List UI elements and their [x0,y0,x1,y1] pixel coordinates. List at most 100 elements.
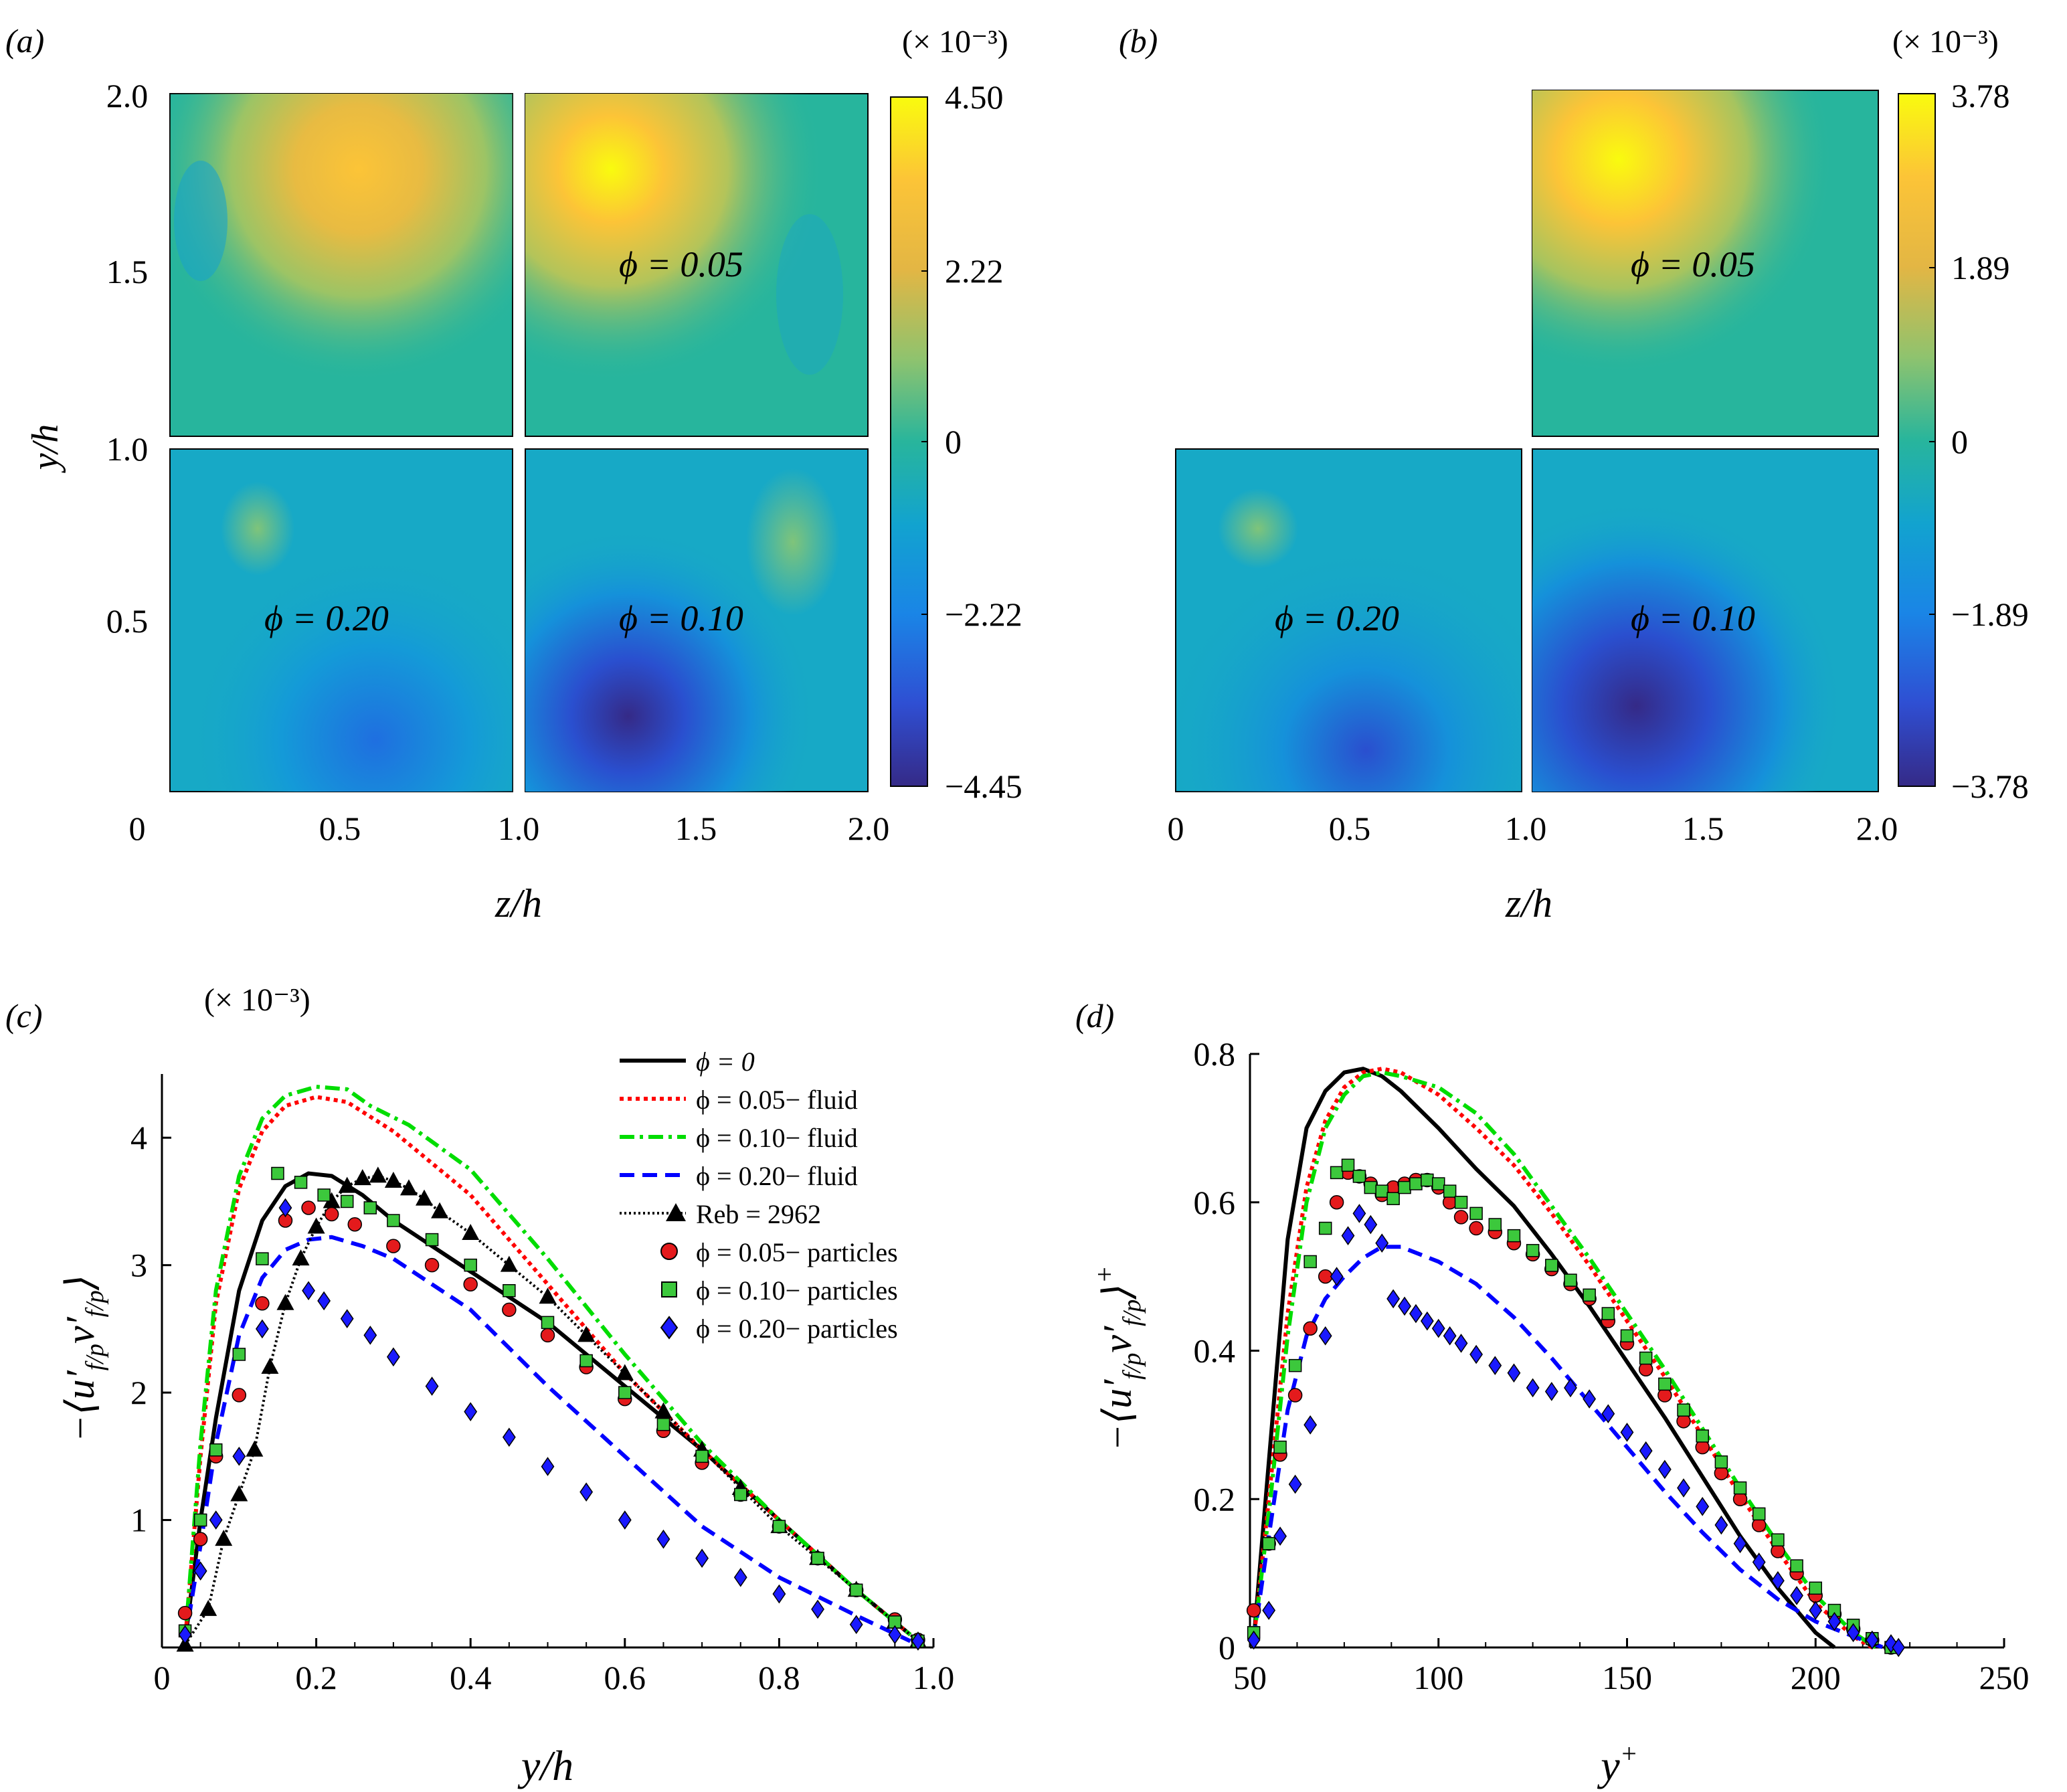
marker-triangle-c [500,1255,518,1272]
ticks-c: 0 0.2 0.4 0.6 0.8 1.0 1 2 3 4 [130,1119,954,1696]
marker-square-d [1620,1329,1634,1343]
marker-diamond-d [1364,1215,1378,1235]
marker-diamond-d [1865,1630,1879,1650]
panel-a-label: (a) [5,22,44,60]
marker-square-d [1752,1507,1766,1521]
marker-square-c [734,1488,747,1502]
marker-triangle-c [215,1530,233,1546]
marker-square-d [1564,1273,1577,1287]
marker-square-c [579,1354,593,1368]
marker-triangle-c [384,1171,402,1188]
marker-square-c [209,1443,223,1457]
marker-diamond-c [209,1510,223,1530]
series-line-d-phi005 [1251,1067,1874,1649]
marker-diamond-d [1431,1318,1445,1338]
marker-square-c [340,1194,354,1208]
marker-square-d [1443,1184,1457,1198]
legend-entry-phi005-particles: ϕ = 0.05− particles [660,1237,898,1267]
axes-d [1249,1054,2004,1649]
marker-square-c [849,1583,863,1597]
marker-diamond-c [888,1625,902,1645]
marker-diamond-c [178,1625,192,1645]
marker-diamond-d [1752,1552,1766,1572]
y-axis-label-c: −⟨u′f/pv′f/p⟩ [58,1275,109,1442]
marker-diamond-d [1892,1637,1906,1657]
legend-entry-phi020-particles: ϕ = 0.20− particles [660,1314,898,1344]
panel-b: (b) (× 10⁻³) ϕ = 0.05 ϕ = 0.20 ϕ = 0.10 … [1119,22,2029,925]
marker-square-d [1809,1581,1822,1595]
marker-circle-c [177,1605,193,1621]
quadrant-label-b-phi005: ϕ = 0.05 [1631,244,1755,284]
marker-diamond-c [278,1198,292,1218]
colorbar-b [1898,93,1936,787]
marker-triangle-c [353,1169,371,1186]
marker-diamond-d [1771,1571,1785,1591]
marker-square-c [618,1386,632,1399]
marker-circle-c [540,1328,555,1343]
marker-diamond-d [1341,1226,1355,1245]
marker-diamond-c [255,1319,269,1339]
marker-square-d [1526,1244,1540,1257]
x-tick-a-1.5: 1.5 [675,810,717,847]
marker-square-c [193,1513,207,1527]
marker-diamond-d [1601,1404,1615,1424]
marker-diamond-c [317,1291,331,1311]
marker-circle-d [1329,1195,1344,1210]
x-tick-b-1.5: 1.5 [1682,810,1724,847]
marker-diamond-d [1288,1474,1302,1494]
legend-entry-phi010-fluid: ϕ = 0.10− fluid [620,1123,858,1153]
y-tick-label-d: 0.4 [1194,1332,1236,1370]
marker-diamond-d [1398,1296,1411,1316]
marker-square-d [1421,1173,1434,1187]
colorbar-b-ticks [1929,93,1935,787]
x-tick-label-c: 1.0 [913,1659,955,1696]
x-tick-a-0: 0 [129,810,146,847]
colorbar-a-tick-max: 4.50 [945,78,1004,116]
marker-diamond-c [425,1376,439,1396]
marker-triangle-c [323,1192,341,1208]
marker-square-d [1364,1180,1378,1194]
marker-diamond-c [464,1402,478,1421]
y-tick-label-c: 3 [130,1247,147,1284]
marker-triangle-c [276,1293,294,1310]
marker-diamond-c [363,1326,377,1345]
marker-square-c [256,1252,269,1265]
y-tick-a-1.0: 1.0 [106,430,149,468]
x-axis-label-c: y/h [517,1742,573,1789]
marker-circle-d [1287,1388,1303,1403]
panel-b-units: (× 10⁻³) [1892,24,1999,60]
marker-diamond-d [1507,1363,1521,1383]
x-axis-label-b: z/h [1505,881,1552,925]
series-line-c-phi020 [183,1235,911,1643]
marker-square-d [1733,1481,1747,1495]
marker-triangle-c [431,1202,449,1219]
marker-diamond-d [1375,1233,1389,1253]
y-tick-label-d: 0.2 [1194,1480,1236,1518]
panel-a-units: (× 10⁻³) [902,24,1008,60]
marker-square-d [1288,1358,1302,1372]
marker-diamond-c [618,1510,632,1530]
x-tick-b-2.0: 2.0 [1856,810,1898,847]
marker-diamond-c [849,1615,863,1635]
y-tick-a-0.5: 0.5 [106,602,149,640]
marker-diamond-d [1318,1326,1332,1346]
panel-d: (d) 50 100 150 200 250 0 0.2 0.4 0.6 0.8 −⟨u′f/pv… [1075,997,2030,1789]
series-line-d-phi0 [1251,1067,1836,1649]
y-tick-label-d: 0.6 [1194,1184,1236,1221]
marker-diamond-c [541,1457,555,1476]
marker-square-c [425,1233,439,1247]
marker-diamond-d [1733,1534,1747,1554]
marker-square-d [1583,1288,1596,1302]
marker-diamond-d [1247,1630,1261,1650]
marker-triangle-c [230,1485,248,1502]
marker-diamond-c [502,1427,516,1447]
marker-square-d [1352,1170,1366,1183]
marker-square-d [1771,1533,1785,1546]
quadrant-label-b-phi020: ϕ = 0.20 [1275,598,1399,638]
marker-circle-d [1246,1603,1261,1618]
heatmap-a-bottom-left [169,448,513,792]
marker-triangle-c [246,1440,264,1457]
panel-c-label: (c) [5,997,43,1035]
marker-circle-c [502,1302,517,1318]
